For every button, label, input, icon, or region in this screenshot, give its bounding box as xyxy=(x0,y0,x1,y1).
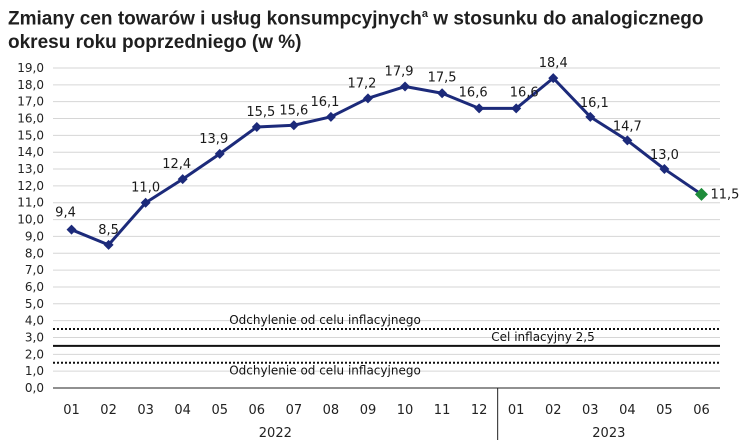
data-point-marker xyxy=(659,164,670,175)
data-point-marker xyxy=(288,120,299,131)
x-tick-label: 06 xyxy=(693,403,710,418)
x-tick-label: 07 xyxy=(286,403,303,418)
y-axis: 0,0 1,0 2,0 3,0 4,0 5,0 6,0 7,0 8,0 9,0 10,0 11,0 12… xyxy=(17,61,44,395)
reference-line-label: Odchylenie od celu inflacyjnego xyxy=(229,364,421,378)
x-tick-label: 02 xyxy=(545,403,562,418)
x-axis: 01 02 03 04 05 06 07 08 09 10 11 12 01 02 03 04 05 06 2022… xyxy=(53,387,720,441)
data-label: 12,4 xyxy=(162,157,191,172)
y-tick-label: 7,0 xyxy=(25,263,44,277)
reference-line-label: Cel inflacyjny 2,5 xyxy=(491,330,594,344)
x-tick-label: 03 xyxy=(137,403,154,418)
data-label: 11,5 xyxy=(710,187,739,202)
data-label: 9,4 xyxy=(55,206,76,221)
data-point-marker xyxy=(214,148,225,159)
x-tick-label: 02 xyxy=(100,403,117,418)
x-tick-label: 08 xyxy=(323,403,340,418)
y-tick-label: 6,0 xyxy=(25,280,44,294)
reference-lines: Odchylenie od celu inflacyjnego Cel infla… xyxy=(53,313,720,378)
data-label: 16,1 xyxy=(310,95,339,110)
reference-line-label: Odchylenie od celu inflacyjnego xyxy=(229,313,421,327)
data-point-marker xyxy=(362,93,373,104)
y-tick-label: 16,0 xyxy=(17,112,44,126)
x-tick-label: 04 xyxy=(174,403,191,418)
data-label: 16,1 xyxy=(580,96,609,111)
y-tick-label: 17,0 xyxy=(17,95,44,109)
data-point-marker xyxy=(474,103,485,114)
y-tick-label: 15,0 xyxy=(17,128,44,142)
title-line1-main: Zmiany cen towarów i usług konsumpcyjnyc… xyxy=(8,8,422,30)
data-point-marker xyxy=(400,81,411,92)
data-label: 16,6 xyxy=(459,85,488,100)
data-point-marker xyxy=(694,187,708,201)
data-label: 8,5 xyxy=(98,223,119,238)
y-tick-label: 2,0 xyxy=(25,347,44,361)
data-label: 16,6 xyxy=(510,85,539,100)
data-point-marker xyxy=(548,73,559,84)
y-tick-label: 3,0 xyxy=(25,330,44,344)
title-line2: okresu roku poprzedniego (w %) xyxy=(8,32,302,54)
year-label: 2022 xyxy=(259,426,292,441)
x-tick-label: 10 xyxy=(397,403,414,418)
y-tick-label: 9,0 xyxy=(25,229,44,243)
data-point-marker xyxy=(622,135,633,146)
x-tick-label: 03 xyxy=(582,403,599,418)
data-label: 18,4 xyxy=(539,56,568,71)
data-label: 13,0 xyxy=(650,148,679,163)
y-tick-label: 19,0 xyxy=(17,61,44,75)
title-line1-end: w stosunku do analogicznego xyxy=(428,8,704,30)
y-tick-label: 1,0 xyxy=(25,364,44,378)
y-tick-label: 8,0 xyxy=(25,246,44,260)
data-label: 17,9 xyxy=(385,65,414,80)
y-tick-label: 4,0 xyxy=(25,314,44,328)
x-tick-label: 05 xyxy=(656,403,673,418)
data-point-marker xyxy=(66,224,77,235)
year-label: 2023 xyxy=(592,426,625,441)
data-point-marker xyxy=(437,88,448,99)
data-point-marker xyxy=(140,197,151,208)
y-tick-label: 11,0 xyxy=(17,196,44,210)
series-line xyxy=(70,76,703,247)
data-point-marker xyxy=(585,111,596,122)
y-tick-label: 5,0 xyxy=(25,297,44,311)
x-tick-label: 12 xyxy=(471,403,488,418)
x-tick-label: 09 xyxy=(360,403,377,418)
data-point-marker xyxy=(103,239,114,250)
data-series: 9,48,511,012,413,915,5 15,616,117,217,9 17… xyxy=(55,56,739,250)
y-tick-label: 13,0 xyxy=(17,162,44,176)
data-label: 15,6 xyxy=(279,103,308,118)
data-point-marker xyxy=(511,103,522,114)
chart-title: Zmiany cen towarów i usług konsumpcyjnyc… xyxy=(8,2,738,55)
title-footnote-marker: a xyxy=(421,8,428,20)
grid-lines xyxy=(53,67,720,389)
x-tick-label: 01 xyxy=(508,403,525,418)
x-tick-label: 05 xyxy=(211,403,228,418)
x-tick-label: 04 xyxy=(619,403,636,418)
data-label: 17,2 xyxy=(347,76,376,91)
data-point-marker xyxy=(177,174,188,185)
data-label: 13,9 xyxy=(199,132,228,147)
x-tick-label: 06 xyxy=(249,403,266,418)
data-label: 11,0 xyxy=(131,181,160,196)
x-tick-label: 01 xyxy=(63,403,80,418)
data-label: 15,5 xyxy=(246,105,275,120)
y-tick-label: 14,0 xyxy=(17,145,44,159)
data-label: 17,5 xyxy=(428,70,457,85)
y-tick-label: 0,0 xyxy=(25,381,44,395)
y-tick-label: 10,0 xyxy=(17,213,44,227)
data-label: 14,7 xyxy=(613,119,642,134)
data-point-marker xyxy=(251,121,262,132)
y-tick-label: 12,0 xyxy=(17,179,44,193)
data-point-marker xyxy=(325,111,336,122)
y-tick-label: 18,0 xyxy=(17,78,44,92)
x-tick-label: 11 xyxy=(434,403,451,418)
